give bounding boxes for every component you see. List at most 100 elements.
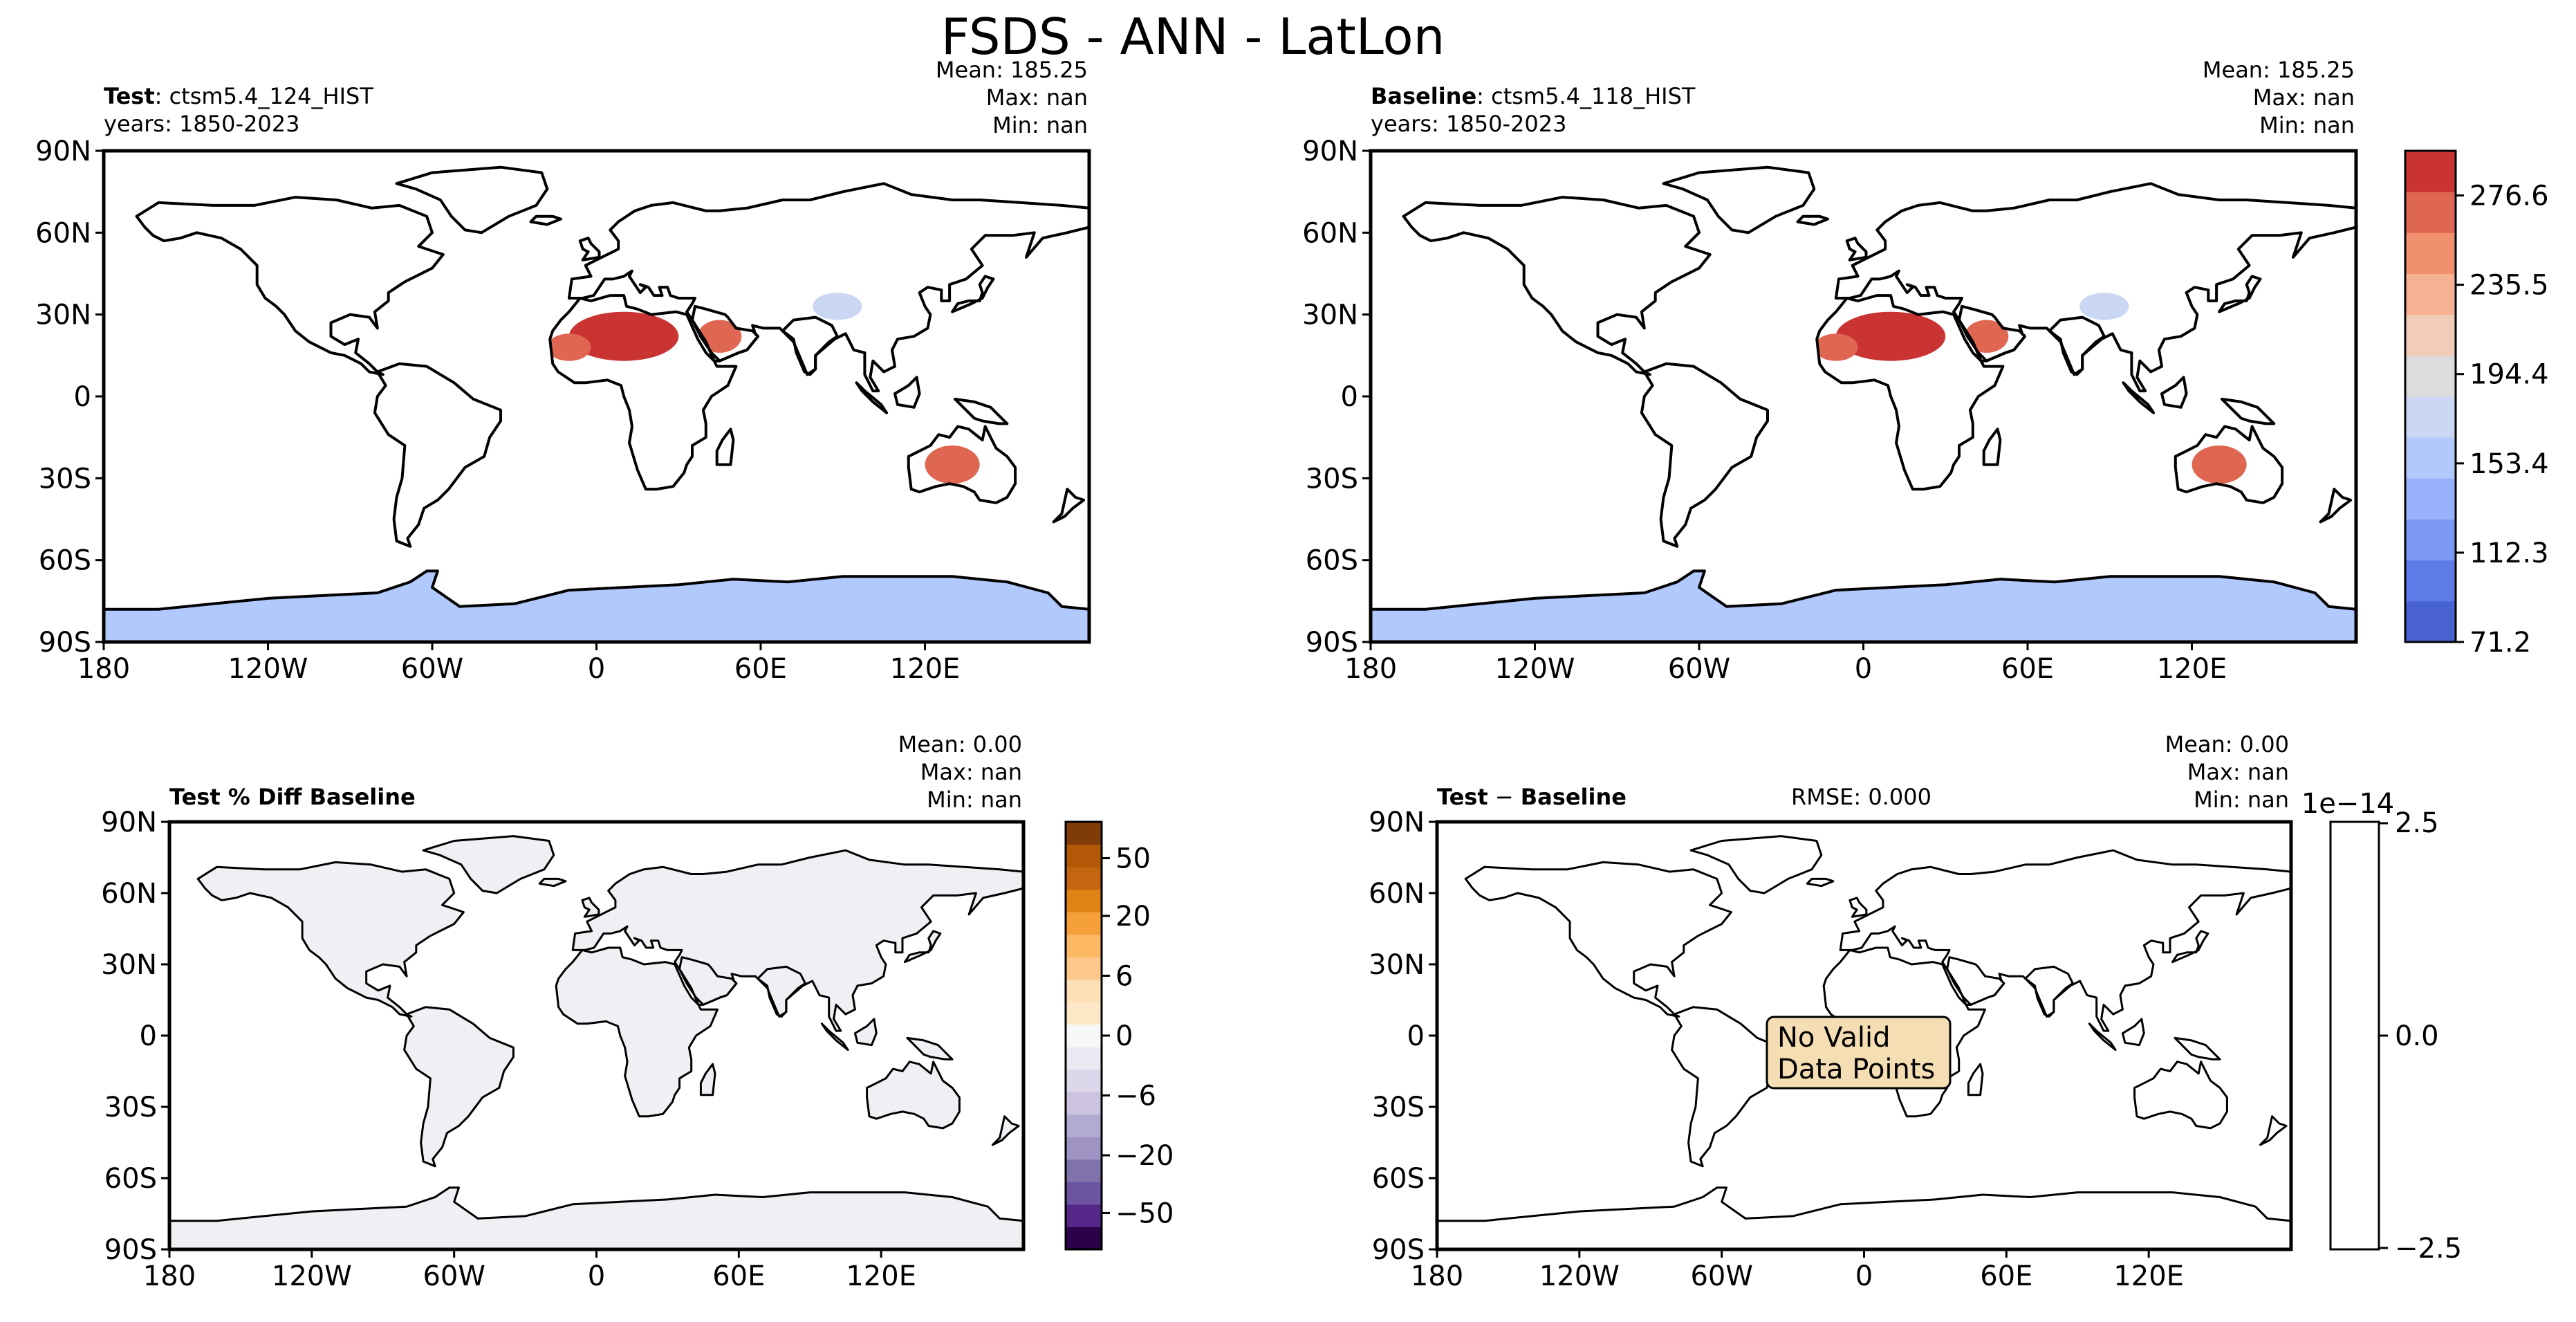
coastline-iceland [529, 214, 562, 226]
coastline-newZealand [1052, 488, 1086, 524]
coastline-madagascar [1967, 1063, 1984, 1096]
lon-tick-label: 120W [228, 653, 308, 685]
lon-tick-label: 60E [734, 653, 787, 685]
colorbar-tick-label: 71.2 [2470, 627, 2531, 659]
coastline-india [2048, 315, 2106, 376]
lat-tick-label: 30S [104, 1092, 157, 1123]
lat-tick-label: 60S [39, 545, 91, 577]
no-data-line2: Data Points [1777, 1054, 1935, 1085]
diff-rmse: RMSE: 0.000 [1791, 784, 1931, 810]
lat-tick-label: 30N [101, 949, 157, 981]
colorbar-segment [1066, 1227, 1102, 1250]
coastline-eurasia [1839, 849, 2291, 1032]
ocean-background [104, 151, 1089, 642]
colorbar-segment [1066, 1114, 1102, 1137]
panel-difference: Test − Baseline RMSE: 0.000 Mean: 0.00 M… [1369, 731, 2462, 1292]
lon-tick-label: 0 [588, 653, 605, 685]
coastline-antarctica [1371, 569, 2356, 642]
colorbar-segment [1066, 912, 1102, 935]
pctdiff-min: Min: nan [927, 787, 1022, 813]
lat-tick-label: 60N [1369, 878, 1425, 910]
panel-pct-diff: Test % Diff Baseline Mean: 0.00 Max: nan… [101, 731, 1174, 1292]
coastline-arabia [1958, 304, 2026, 362]
colorbar-segment [2405, 151, 2456, 192]
panel-baseline: Baseline: ctsm5.4_118_HIST years: 1850-2… [1302, 57, 2548, 685]
lat-tick-label: 90S [1372, 1234, 1425, 1266]
colorbar-tick-label: 50 [1115, 843, 1151, 875]
colorbar-segment [1066, 1069, 1102, 1092]
lon-tick-label: 180 [77, 653, 130, 685]
coastline-japan [2218, 275, 2262, 313]
diff-cbar-tick-bottom: −2.5 [2395, 1233, 2462, 1265]
coastline-newGuinea [2221, 397, 2276, 425]
lat-tick-label: 0 [74, 381, 91, 413]
colorbar-segment [2405, 560, 2456, 602]
lon-tick-label: 120W [272, 1260, 352, 1292]
colorbar-segment [1066, 979, 1102, 1002]
lat-tick-label: 90N [1369, 807, 1425, 838]
lat-tick-label: 90S [39, 627, 91, 659]
colorbar-tick-label: 20 [1115, 901, 1151, 933]
colorbar-segment [2405, 478, 2456, 520]
baseline-min: Min: nan [2259, 112, 2355, 138]
ocean-background [1371, 151, 2356, 642]
coastline-sumatra [820, 1022, 849, 1052]
coastline-borneo [893, 376, 921, 409]
lon-tick-label: 120W [1539, 1260, 1620, 1292]
land-africa [556, 948, 718, 1117]
colorbar-segment [1066, 934, 1102, 957]
lon-tick-label: 60W [1668, 653, 1730, 685]
colorbar-segment [1066, 844, 1102, 867]
field-hotspot [697, 320, 742, 353]
field-hotspot [547, 333, 591, 361]
coastline-japan [951, 275, 995, 313]
field-hotspot [2192, 446, 2247, 484]
colorbar-segment [1066, 1159, 1102, 1182]
lon-tick-label: 120E [846, 1260, 916, 1292]
pctdiff-mean: Mean: 0.00 [898, 731, 1022, 758]
lon-tick-label: 60E [712, 1260, 765, 1292]
diff-mean: Mean: 0.00 [2165, 731, 2289, 758]
no-data-box: No Valid Data Points [1766, 1016, 1952, 1090]
lon-tick-label: 120E [2113, 1260, 2184, 1292]
colorbar-segment [2405, 355, 2456, 397]
lat-tick-label: 90S [104, 1234, 157, 1266]
coastline-antarctica [104, 569, 1089, 642]
colorbar-tick-label: 194.4 [2470, 359, 2549, 391]
coastline-india [757, 965, 806, 1018]
colorbar-segment [1066, 822, 1102, 845]
colorbar-segment [2405, 192, 2456, 233]
diff-label: Test − Baseline [1437, 784, 1627, 810]
coastline-arabia [678, 956, 738, 1006]
lat-tick-label: 60N [1302, 217, 1358, 249]
coastline-northAmerica [135, 196, 445, 376]
land-india [757, 966, 806, 1017]
coastline-southAmerica [403, 1006, 515, 1168]
diff-max: Max: nan [2187, 759, 2289, 785]
lon-tick-label: 0 [1855, 1260, 1873, 1292]
land-southAmerica [404, 1007, 514, 1166]
colorbar-segment [1066, 957, 1102, 980]
colorbar-segment [2405, 437, 2456, 479]
coastline-iceland [1796, 214, 1829, 226]
diff-cbar-tick-mid: 0.0 [2395, 1020, 2439, 1052]
colorbar-segment [2405, 396, 2456, 438]
lat-tick-label: 90N [1302, 136, 1358, 167]
lat-tick-label: 60S [1372, 1163, 1425, 1195]
no-data-line1: No Valid [1777, 1022, 1891, 1054]
colorbar-tick-label: 276.6 [2470, 181, 2549, 212]
coastline-india [781, 315, 839, 376]
coastline-india [2024, 965, 2074, 1018]
coastline-sumatra [855, 381, 889, 414]
coastline-australia [907, 425, 1017, 504]
coastline-britain [1845, 237, 1868, 261]
land-eurasia [573, 850, 1023, 1031]
coastline-greenland [1689, 835, 1823, 894]
coastline-borneo [853, 1018, 878, 1047]
coastline-borneo [2160, 376, 2188, 409]
colorbar-segment [2405, 600, 2456, 643]
pct-colorbar: 50 20 6 0 −6 −20 −50 [1064, 820, 1174, 1251]
